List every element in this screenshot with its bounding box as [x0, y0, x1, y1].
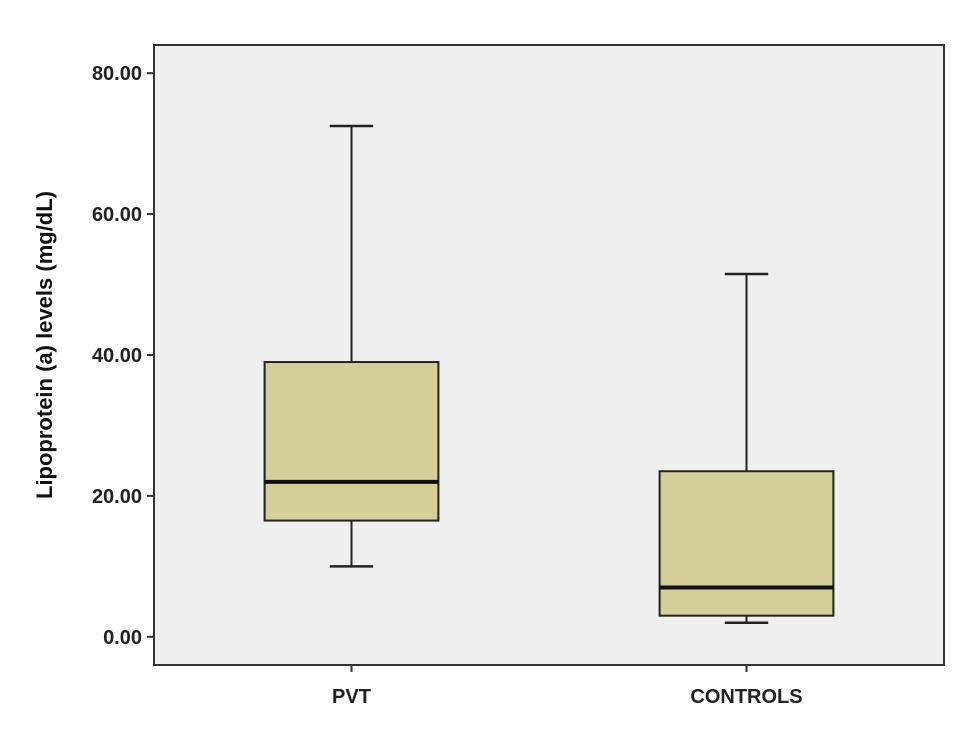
x-category-label: PVT — [332, 686, 371, 708]
box-controls — [658, 272, 835, 624]
x-axis: PVT CONTROLS — [332, 665, 803, 708]
y-axis-title: Lipoprotein (a) levels (mg/dL) — [32, 191, 57, 499]
interquartile-box — [263, 361, 440, 522]
x-category-label: CONTROLS — [690, 686, 802, 708]
y-tick-label: 40.00 — [92, 345, 142, 367]
interquartile-box — [658, 470, 835, 617]
y-tick-label: 0.00 — [103, 627, 142, 649]
boxes — [263, 124, 835, 624]
y-tick-label: 20.00 — [92, 486, 142, 508]
y-tick-label: 80.00 — [92, 63, 142, 85]
y-tick-label: 60.00 — [92, 204, 142, 226]
box-pvt — [263, 124, 440, 568]
y-axis: 0.00 20.00 40.00 60.00 80.00 — [92, 63, 154, 649]
